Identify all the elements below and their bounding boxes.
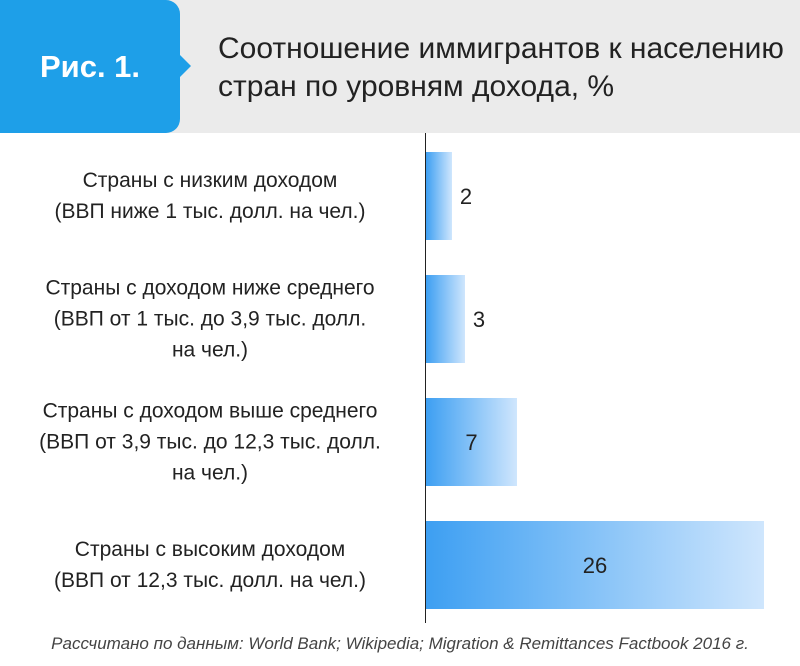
chart-title-line-2: стран по уровням дохода, %	[218, 70, 615, 103]
category-label-line: (ВВП от 1 тыс. до 3,9 тыс. долл.	[54, 308, 367, 331]
category-label-line: на чел.)	[172, 462, 248, 485]
bar-value-label: 7	[465, 430, 477, 455]
bar-value-label: 3	[473, 307, 485, 332]
source-note: Рассчитано по данным: World Bank; Wikipe…	[51, 634, 749, 653]
bar	[426, 398, 517, 486]
category-label-line: (ВВП от 12,3 тыс. долл. на чел.)	[54, 569, 366, 592]
bar-value-label: 2	[460, 184, 472, 209]
category-label: Страны с доходом ниже среднего (ВВП от 1 …	[45, 277, 374, 362]
figure-label: Рис. 1.	[39, 49, 141, 84]
category-label-line: (ВВП ниже 1 тыс. долл. на чел.)	[55, 200, 366, 223]
chart-title-line-1: Соотношение иммигрантов к населению	[218, 32, 784, 65]
category-label: Страны с высоким доходом (ВВП от 12,3 тыс…	[54, 538, 366, 592]
category-label-line: Страны с доходом выше среднего	[43, 400, 378, 423]
chart-title: Соотношение иммигрантов к населению стра…	[218, 30, 793, 106]
category-label: Страны с низким доходом (ВВП ниже 1 тыс. …	[55, 169, 366, 223]
bar	[426, 521, 764, 609]
figure-badge: Рис. 1.	[0, 0, 191, 133]
category-label: Страны с доходом выше среднего (ВВП от 3,…	[39, 400, 381, 485]
bar	[426, 275, 465, 363]
category-label-line: Страны с доходом ниже среднего	[45, 277, 374, 300]
category-label-line: (ВВП от 3,9 тыс. до 12,3 тыс. долл.	[39, 431, 381, 454]
badge-notch	[180, 55, 191, 77]
category-label-line: на чел.)	[172, 339, 248, 362]
category-label-line: Страны с низким доходом	[83, 169, 338, 192]
category-label-line: Страны с высоким доходом	[75, 538, 345, 561]
bar	[426, 152, 452, 240]
bar-value-label: 26	[583, 553, 607, 578]
bar-chart: 2 Страны с низким доходом (ВВП ниже 1 тыс.…	[39, 133, 764, 623]
figure-header: Рис. 1. Соотношение иммигрантов к населе…	[0, 0, 800, 133]
